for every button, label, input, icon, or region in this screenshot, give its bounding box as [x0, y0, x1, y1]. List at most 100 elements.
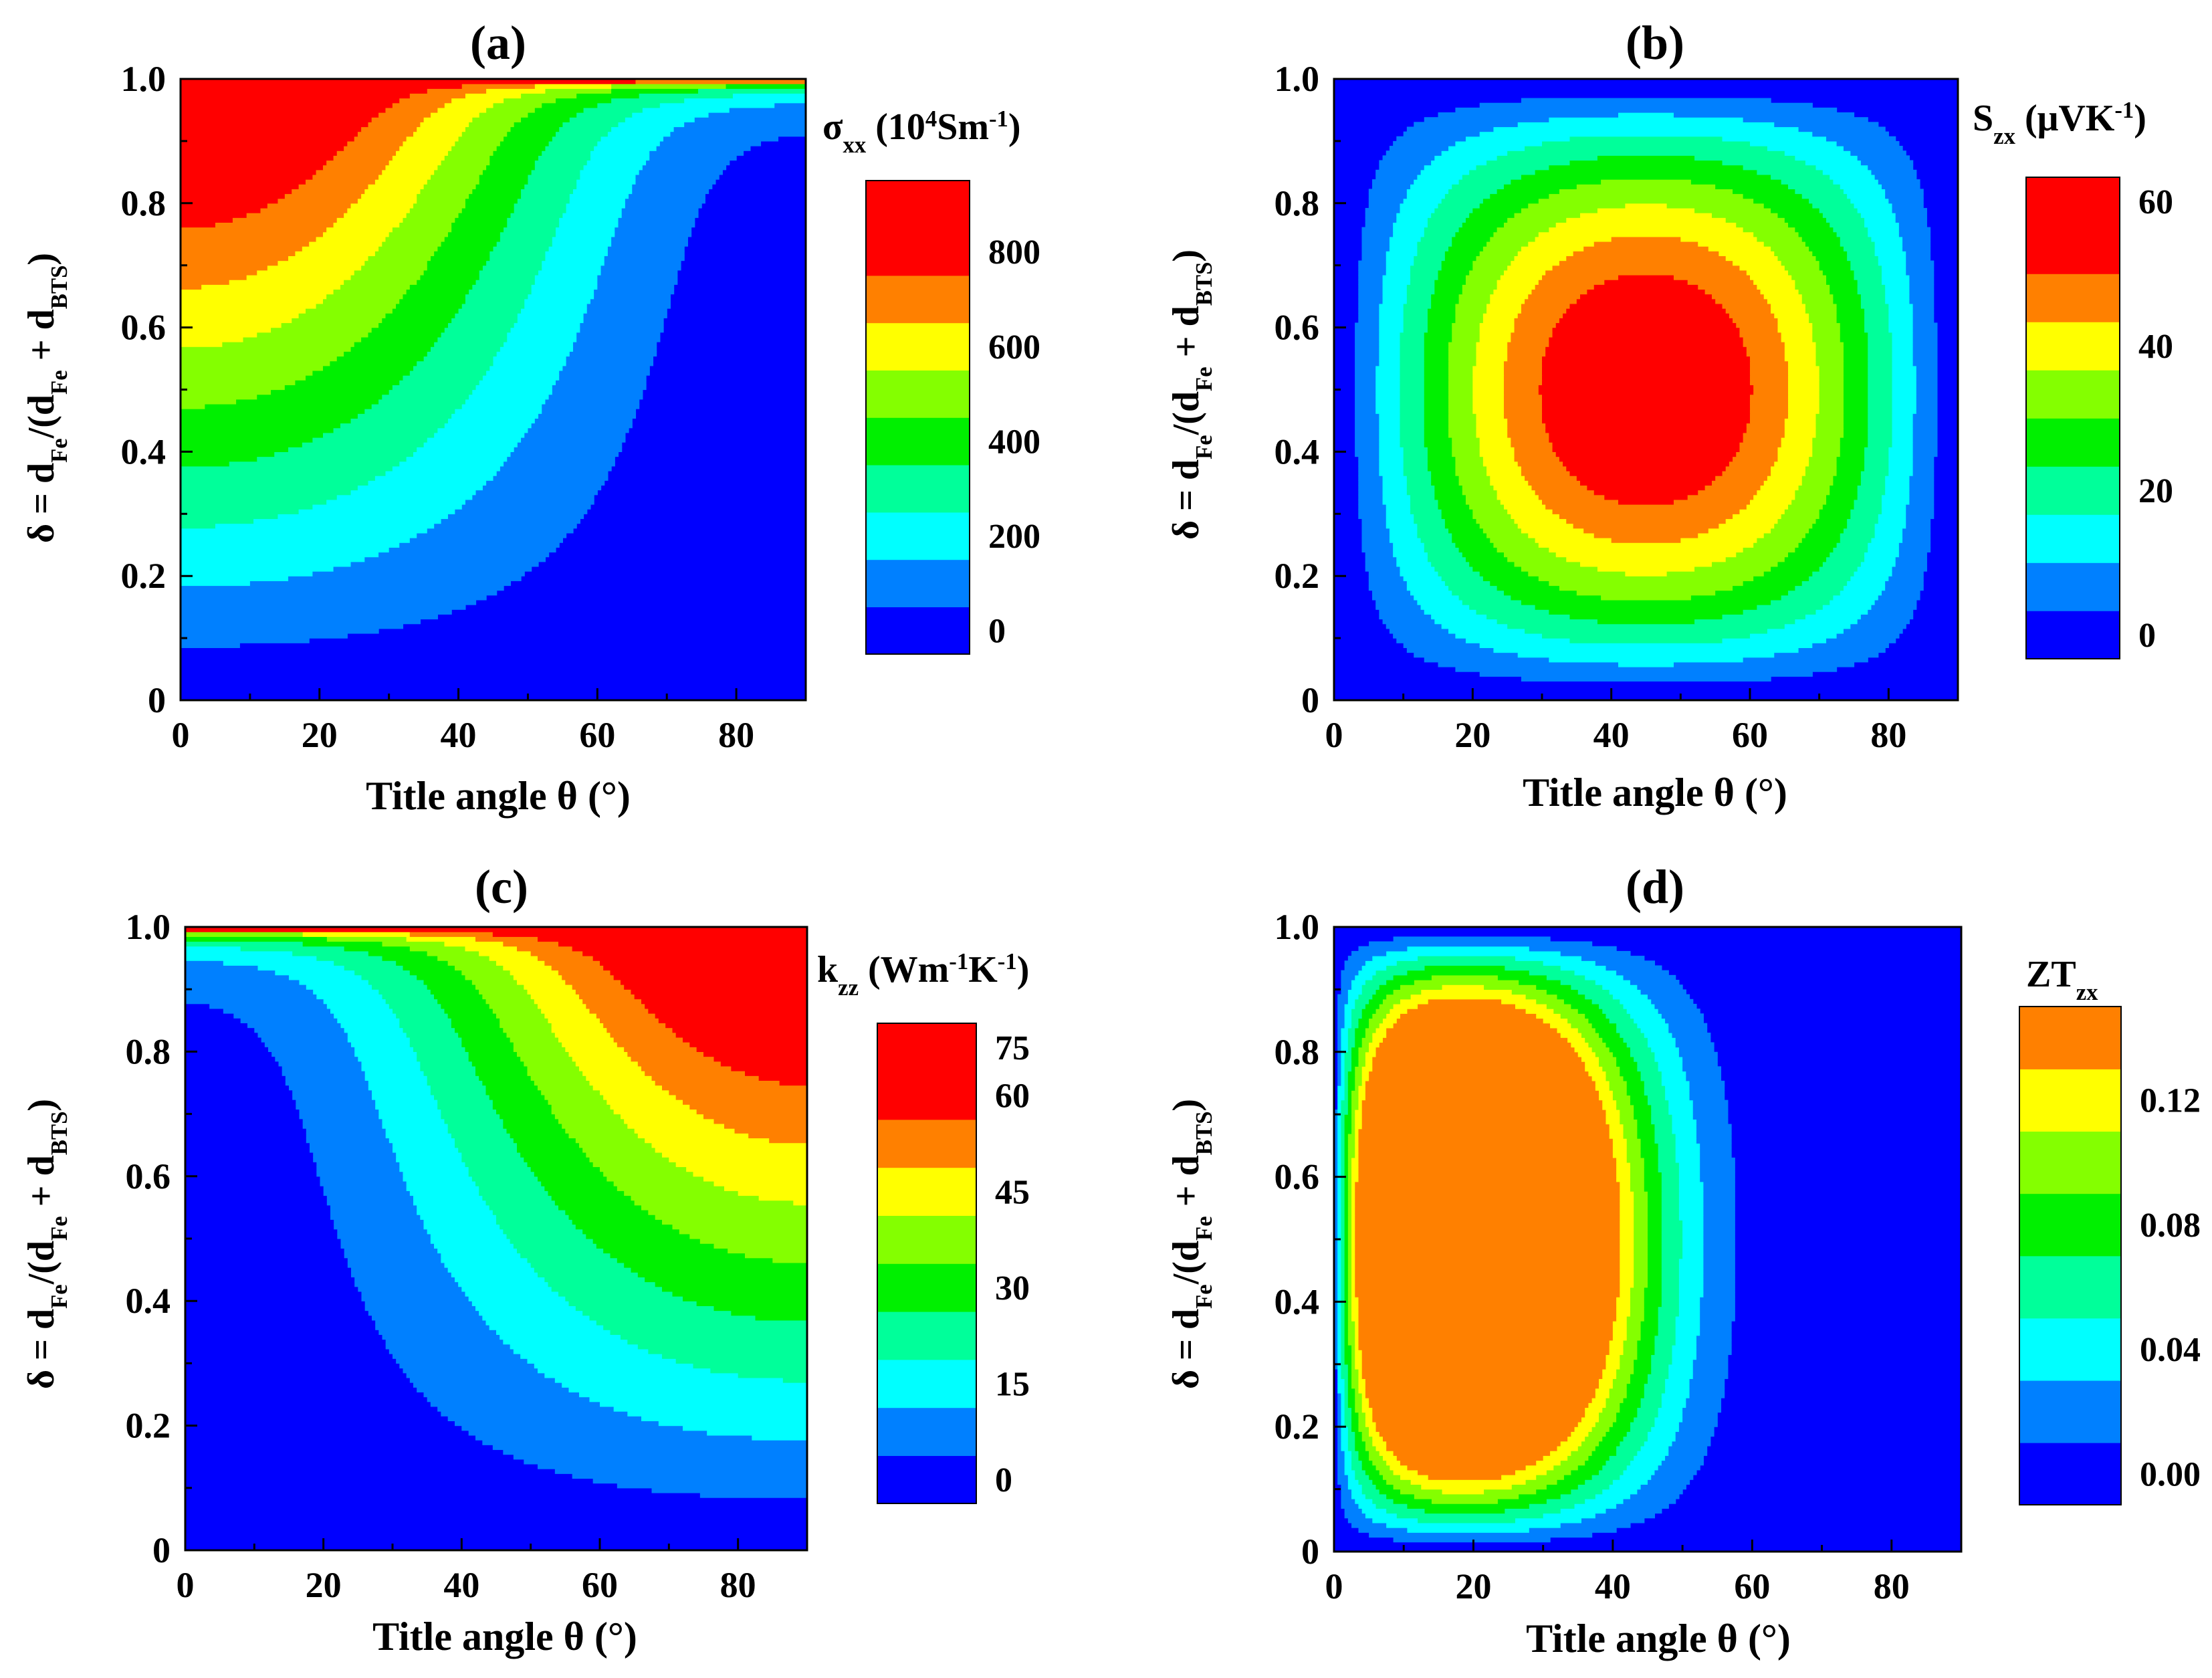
contour-cell [1347, 1143, 1355, 1149]
contour-cell [1386, 270, 1411, 276]
contour-cell [675, 1094, 808, 1100]
contour-cell [392, 308, 459, 314]
contour-cell [1361, 1407, 1373, 1413]
contour-cell [479, 1075, 532, 1081]
contour-cell [1777, 255, 1817, 261]
contour-cell [729, 107, 806, 113]
contour-cell [361, 88, 428, 94]
contour-cell [181, 117, 306, 122]
contour-cell [1431, 294, 1460, 300]
contour-cell [1448, 246, 1484, 251]
contour-cell [485, 1085, 538, 1091]
contour-cell [1678, 1167, 1700, 1173]
contour-cell [713, 1243, 808, 1249]
contour-cell [1753, 385, 1789, 391]
contour-cell [524, 1459, 808, 1465]
contour-cell [1606, 1071, 1620, 1077]
contour-cell [1623, 1133, 1638, 1139]
contour-cell [1455, 456, 1484, 462]
colorbar-tick-label: 0 [2138, 617, 2156, 655]
contour-cell [1815, 342, 1844, 347]
contour-cell [465, 946, 518, 952]
contour-cell [1365, 1388, 1596, 1394]
contour-cell [1452, 437, 1480, 443]
contour-cell [1878, 514, 1906, 520]
contour-cell [1438, 203, 1480, 209]
contour-cell [461, 131, 508, 137]
contour-cell [1843, 628, 1903, 634]
contour-cell [1372, 1498, 1394, 1504]
contour-cell [292, 950, 369, 956]
contour-cell [1434, 155, 1498, 161]
contour-cell [1351, 1239, 1355, 1245]
contour-cell [1634, 1364, 1652, 1370]
contour-cell [1599, 1033, 1620, 1038]
contour-cell [1403, 643, 1480, 648]
contour-cell [1351, 1215, 1355, 1221]
contour-cell [1486, 241, 1529, 247]
contour-cell [1801, 294, 1834, 300]
contour-cell [521, 437, 626, 443]
contour-cell [1651, 999, 1694, 1005]
contour-cell [181, 251, 296, 257]
contour-cell [1634, 1258, 1648, 1264]
contour-cell [527, 989, 576, 994]
contour-cell [582, 1229, 680, 1235]
colorbar-tick-label: 0.00 [2140, 1455, 2201, 1493]
contour-cell [347, 93, 411, 99]
contour-cell [1597, 619, 1695, 625]
colorbar-band [2019, 1069, 2121, 1132]
contour-cell [1358, 1157, 1617, 1163]
contour-cell [1400, 356, 1425, 362]
contour-cell [1696, 1128, 1732, 1134]
contour-cell [1892, 336, 1914, 342]
contour-cell [1375, 1027, 1387, 1033]
contour-cell [364, 1305, 476, 1312]
y-ticks-c: 00.20.40.60.81.0 [126, 907, 197, 1570]
contour-cell [1341, 1148, 1345, 1154]
contour-cell [1833, 480, 1862, 486]
contour-cell [1417, 523, 1446, 529]
contour-cell [350, 418, 449, 424]
contour-cell [1334, 1282, 1338, 1288]
contour-cell [1809, 318, 1838, 324]
contour-cell [1372, 1061, 1585, 1067]
contour-cell [1386, 1013, 1401, 1019]
contour-cell [1424, 360, 1449, 366]
contour-cell [548, 1281, 656, 1287]
contour-cell [1857, 207, 1893, 213]
contour-cell [1341, 1205, 1345, 1211]
contour-cell [1623, 1498, 1676, 1504]
contour-cell [1351, 1157, 1359, 1163]
contour-cell [617, 1042, 690, 1047]
contour-cell [1344, 1056, 1352, 1062]
contour-cell [1784, 509, 1820, 514]
contour-cell [1358, 308, 1379, 314]
contour-cell [378, 1114, 441, 1120]
contour-cell [1898, 222, 1927, 228]
contour-cell [1365, 1033, 1373, 1038]
contour-cell [181, 332, 257, 338]
contour-cell [1675, 1042, 1715, 1048]
contour-cell [1860, 614, 1914, 620]
contour-cell [1379, 327, 1404, 333]
contour-cell [1519, 1493, 1561, 1499]
y-tick-label: 0.6 [1275, 308, 1320, 348]
contour-cell [1777, 561, 1823, 567]
contour-cell [385, 1344, 511, 1350]
contour-cell [1386, 251, 1418, 257]
contour-cell [1784, 418, 1817, 424]
contour-cell [434, 1243, 514, 1249]
contour-cell [437, 107, 487, 113]
contour-cell [1795, 494, 1827, 500]
contour-cell [1736, 322, 1779, 328]
contour-cell [1616, 1061, 1638, 1067]
contour-cell [399, 146, 452, 151]
contour-cell [1612, 1335, 1628, 1341]
contour-cell [1819, 370, 1844, 376]
contour-cell [471, 979, 518, 985]
contour-cell [1593, 284, 1698, 290]
contour-cell [1542, 418, 1605, 424]
contour-cell [1840, 437, 1868, 443]
contour-cell [1358, 1133, 1610, 1139]
